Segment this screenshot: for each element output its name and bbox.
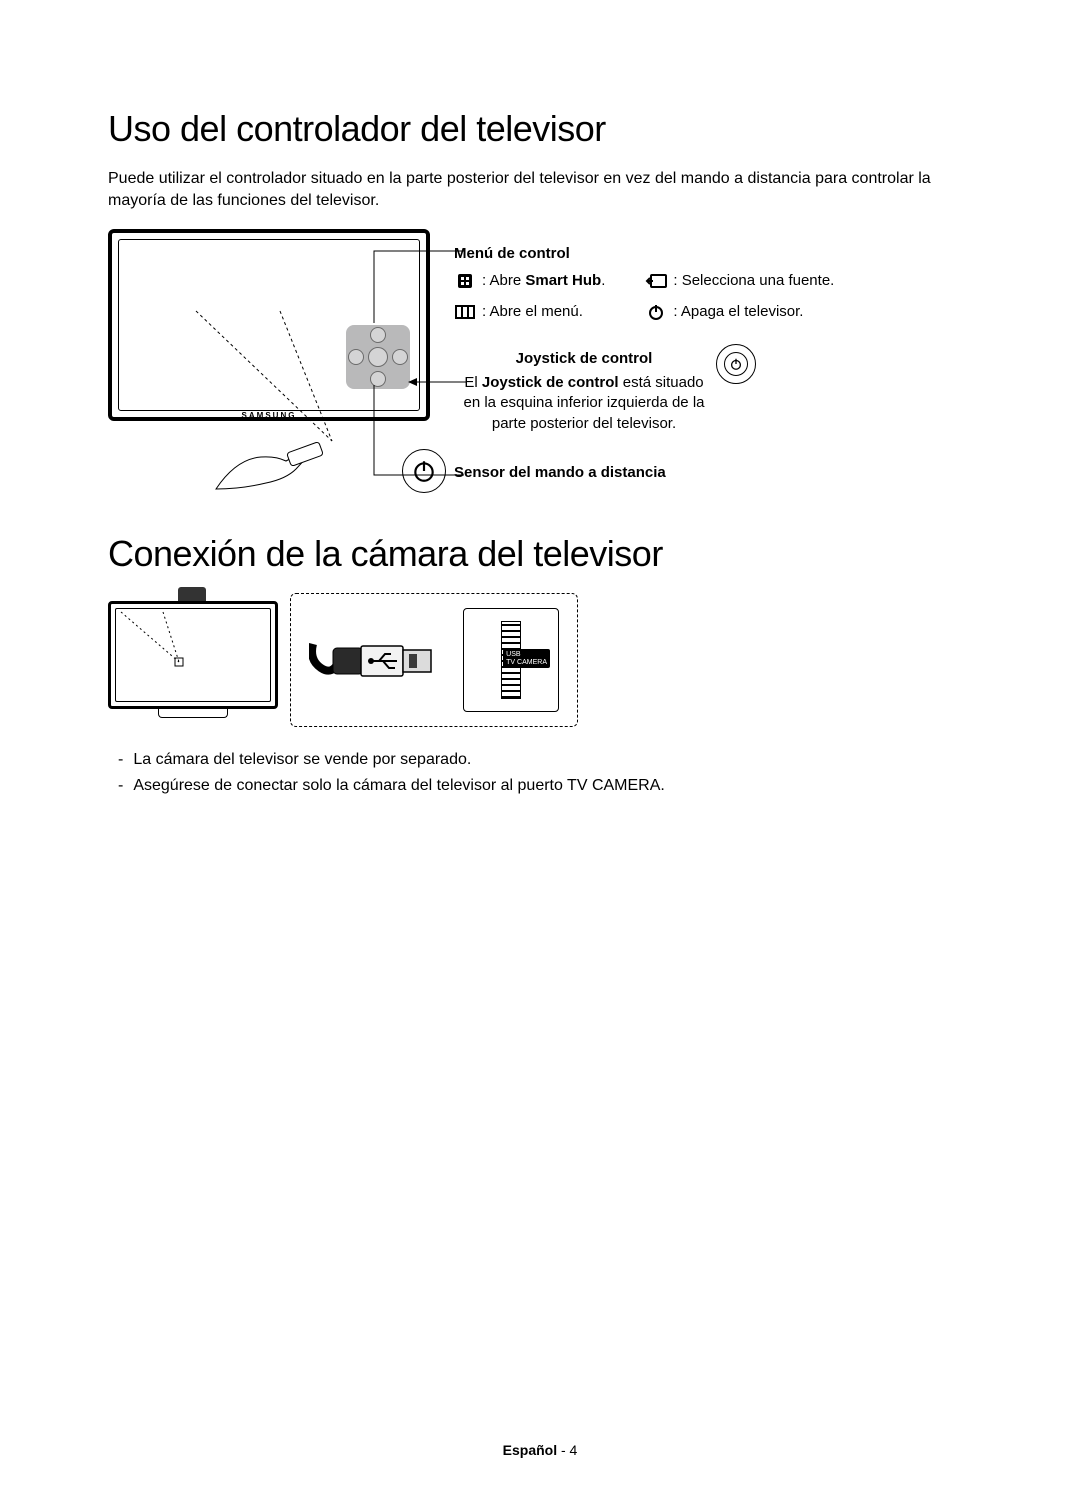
source-icon xyxy=(645,273,667,289)
camera-notes: -La cámara del televisor se vende por se… xyxy=(108,747,980,798)
camera-connection-detail: USBTV CAMERA xyxy=(290,593,578,727)
menu-icon xyxy=(454,304,476,320)
power-sensor-icon xyxy=(402,449,446,493)
menu-text: : Abre el menú. xyxy=(482,303,583,320)
usb-plug-icon xyxy=(309,624,439,696)
menu-item-power: : Apaga el televisor. xyxy=(645,303,834,320)
heading-camera: Conexión de la cámara del televisor xyxy=(108,533,980,575)
joystick-title: Joystick de control xyxy=(454,350,714,367)
tv-small-diagram xyxy=(108,601,278,709)
controller-figure: SAMSUNG xyxy=(108,229,980,481)
menu-text-bold: Smart Hub xyxy=(525,272,601,289)
power-icon xyxy=(645,304,667,320)
heading-controller: Uso del controlador del televisor xyxy=(108,108,980,150)
signal-lines-icon xyxy=(121,612,271,704)
menu-item-source: : Selecciona una fuente. xyxy=(645,272,834,289)
joystick-icon xyxy=(716,344,756,384)
menu-item-menu: : Abre el menú. xyxy=(454,303,605,320)
smarthub-icon xyxy=(454,273,476,289)
menu-text: . xyxy=(601,272,605,289)
menu-text: : Abre xyxy=(482,272,525,289)
joystick-text: El Joystick de control está situado en l… xyxy=(454,373,714,434)
control-menu-title: Menú de control xyxy=(454,245,980,262)
camera-figure: USBTV CAMERA xyxy=(108,593,980,727)
usb-port-icon: USBTV CAMERA xyxy=(463,608,559,712)
signal-lines-icon xyxy=(196,311,396,451)
tv-stand-icon xyxy=(158,708,228,718)
menu-item-smarthub: : Abre Smart Hub. xyxy=(454,272,605,289)
port-label: USBTV CAMERA xyxy=(503,649,550,668)
sensor-title: Sensor del mando a distancia xyxy=(454,464,980,481)
bullet-2: Asegúrese de conectar solo la cámara del… xyxy=(133,773,665,799)
menu-text: : Selecciona una fuente. xyxy=(673,272,834,289)
bullet-1: La cámara del televisor se vende por sep… xyxy=(133,747,471,773)
intro-text: Puede utilizar el controlador situado en… xyxy=(108,168,980,211)
menu-text: : Apaga el televisor. xyxy=(673,303,803,320)
page-footer: Español - 4 xyxy=(0,1442,1080,1458)
